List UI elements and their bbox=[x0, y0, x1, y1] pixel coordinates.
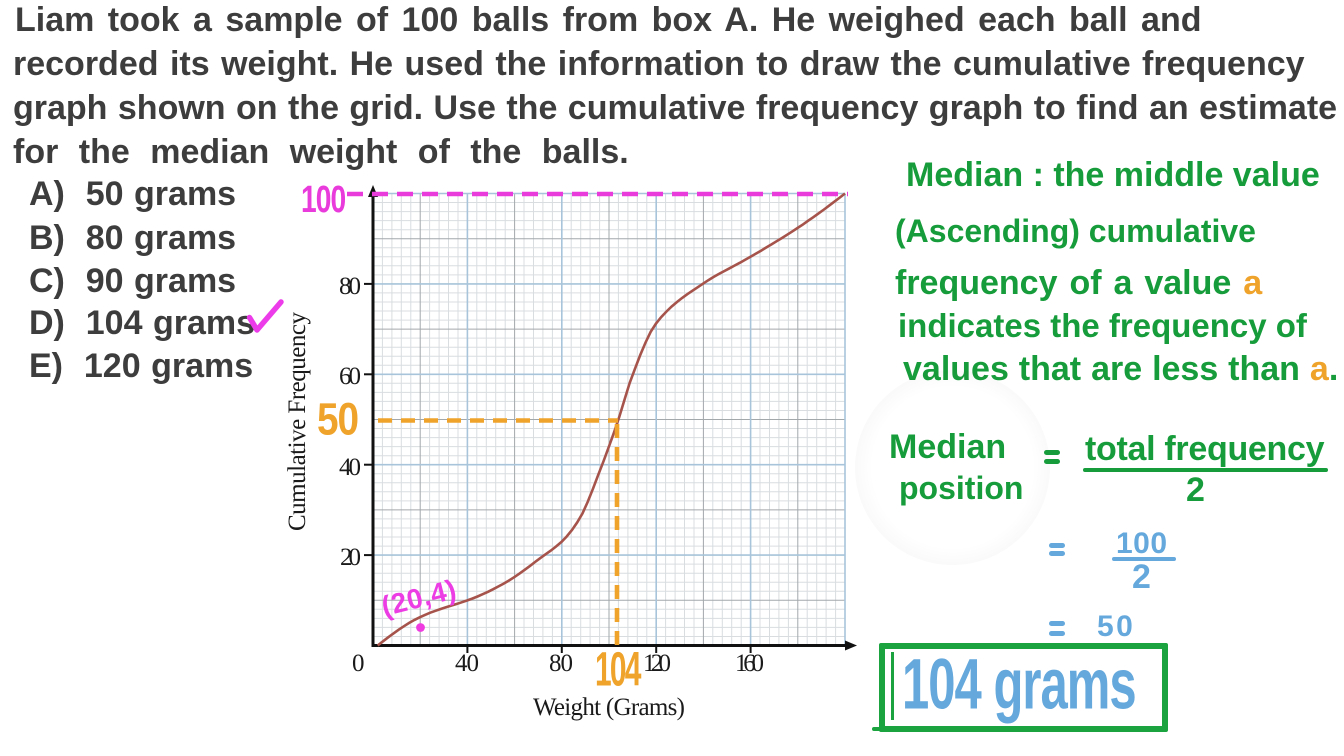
svg-text:160: 160 bbox=[735, 650, 764, 677]
svg-text:40: 40 bbox=[455, 650, 479, 677]
svg-text:80: 80 bbox=[549, 650, 573, 677]
svg-text:40: 40 bbox=[339, 454, 361, 481]
svg-text:Cumulative Frequency: Cumulative Frequency bbox=[284, 312, 311, 532]
svg-text:60: 60 bbox=[339, 363, 361, 390]
svg-text:Weight (Grams): Weight (Grams) bbox=[533, 694, 685, 721]
svg-text:120: 120 bbox=[643, 650, 671, 677]
svg-text:20: 20 bbox=[340, 544, 361, 571]
svg-text:0: 0 bbox=[352, 650, 365, 677]
svg-text:80: 80 bbox=[339, 273, 361, 300]
